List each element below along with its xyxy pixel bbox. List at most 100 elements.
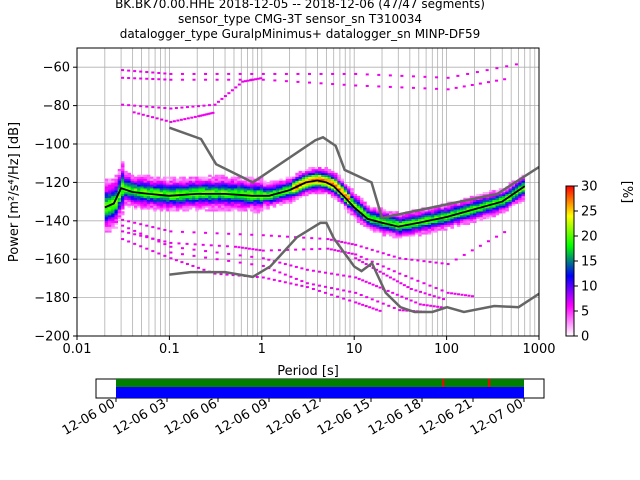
heatmap-cell [179, 205, 183, 208]
heatmap-cell [337, 195, 341, 199]
heatmap-cell [114, 184, 119, 187]
heatmap-cell [447, 207, 451, 210]
x-tick-label: 0.01 [63, 342, 92, 357]
heatmap-cell [508, 203, 513, 206]
heatmap-cell [111, 188, 115, 191]
heatmap-cell [463, 197, 467, 200]
heatmap-cell [234, 178, 238, 181]
heatmap-cell [150, 184, 154, 187]
heatmap-cell [476, 209, 480, 212]
heatmap-cell [479, 211, 483, 214]
heatmap-cell [201, 207, 206, 210]
heatmap-cell [321, 168, 325, 172]
heatmap-cell [288, 182, 293, 185]
heatmap-cell [460, 209, 464, 212]
timeline-tick-label: 12-06 03 [111, 396, 169, 438]
heatmap-outlier-cell [163, 254, 167, 257]
heatmap-cell [298, 186, 303, 189]
heatmap-cell [398, 228, 403, 231]
heatmap-cell [382, 224, 387, 227]
heatmap-cell [117, 193, 122, 197]
heatmap-cell [111, 207, 115, 210]
heatmap-outlier-cell [255, 276, 259, 278]
heatmap-cell [243, 186, 248, 189]
heatmap-cell [256, 192, 261, 195]
heatmap-cell [137, 195, 141, 199]
heatmap-cell [453, 211, 458, 214]
heatmap-cell [324, 192, 328, 195]
heatmap-outlier-cell [359, 255, 363, 258]
heatmap-cell [208, 209, 212, 212]
heatmap-cell [182, 197, 186, 200]
heatmap-cell [104, 211, 109, 214]
heatmap-cell [359, 199, 364, 202]
heatmap-cell [211, 201, 215, 204]
heatmap-cell [492, 195, 496, 199]
timeline-used-bar [116, 379, 524, 387]
heatmap-cell [489, 211, 493, 214]
heatmap-cell [182, 199, 186, 202]
heatmap-cell [469, 205, 474, 208]
heatmap-cell [153, 203, 157, 206]
heatmap-cell [456, 222, 461, 225]
heatmap-cell [169, 199, 173, 202]
heatmap-cell [350, 192, 354, 195]
heatmap-cell [337, 180, 341, 183]
heatmap-cell [195, 188, 199, 191]
heatmap-cell [469, 215, 474, 218]
heatmap-cell [114, 218, 119, 222]
heatmap-outlier-cell [145, 247, 149, 250]
heatmap-cell [485, 201, 490, 204]
heatmap-cell [104, 222, 109, 225]
heatmap-cell [295, 192, 299, 195]
heatmap-cell [211, 178, 215, 181]
heatmap-cell [495, 209, 500, 212]
heatmap-cell [253, 207, 257, 210]
heatmap-cell [221, 184, 225, 187]
heatmap-cell [305, 184, 309, 187]
heatmap-cell [185, 188, 190, 191]
heatmap-cell [282, 186, 286, 189]
heatmap-cell [492, 192, 496, 195]
heatmap-cell [243, 207, 248, 210]
heatmap-cell [117, 197, 122, 200]
heatmap-cell [166, 209, 170, 212]
heatmap-cell [292, 180, 296, 183]
heatmap-outlier-cell [423, 292, 427, 295]
heatmap-cell [150, 205, 154, 208]
heatmap-cell [143, 190, 148, 193]
heatmap-cell [476, 203, 480, 206]
heatmap-outlier-cell [169, 251, 173, 254]
heatmap-cell [108, 186, 112, 189]
heatmap-cell [140, 178, 144, 181]
heatmap-cell [327, 178, 332, 181]
heatmap-cell [253, 186, 257, 189]
heatmap-cell [230, 205, 235, 208]
heatmap-cell [473, 209, 477, 212]
heatmap-cell [182, 176, 186, 179]
heatmap-cell [443, 209, 448, 212]
heatmap-cell [295, 188, 299, 191]
heatmap-cell [159, 186, 164, 189]
heatmap-outlier-cell [278, 271, 282, 274]
heatmap-cell [356, 215, 361, 218]
heatmap-cell [156, 207, 161, 210]
heatmap-cell [140, 205, 144, 208]
heatmap-cell [166, 199, 170, 202]
heatmap-cell [450, 226, 454, 229]
heatmap-cell [285, 197, 290, 200]
heatmap-outlier-cell [192, 72, 196, 75]
heatmap-cell [347, 188, 351, 191]
heatmap-outlier-cell [174, 107, 178, 110]
heatmap-cell [343, 203, 348, 206]
heatmap-cell [162, 184, 167, 187]
heatmap-outlier-cell [180, 253, 184, 256]
heatmap-outlier-cell [388, 74, 392, 77]
heatmap-cell [217, 199, 222, 202]
heatmap-outlier-cell [284, 80, 288, 83]
heatmap-cell [372, 220, 377, 224]
heatmap-cell [505, 192, 509, 195]
heatmap-cell [130, 178, 135, 181]
heatmap-outlier-cell [475, 71, 479, 74]
heatmap-cell [188, 192, 193, 195]
